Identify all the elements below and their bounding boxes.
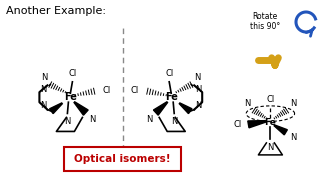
Text: Cl: Cl [130,86,139,95]
Text: N: N [89,115,95,124]
Polygon shape [179,103,192,114]
Text: N: N [195,85,201,94]
Text: N: N [194,73,201,82]
Text: Cl: Cl [165,69,173,78]
Text: Cl: Cl [68,69,76,78]
Text: N: N [290,133,296,142]
Text: N: N [64,117,71,126]
Polygon shape [74,102,88,115]
Text: N: N [171,117,177,126]
Polygon shape [154,102,168,115]
Polygon shape [50,103,62,114]
Text: N: N [40,101,47,110]
Text: N: N [290,99,296,108]
Polygon shape [274,125,287,135]
Text: N: N [40,85,47,94]
Text: Rotate
this 90°: Rotate this 90° [250,12,280,31]
FancyBboxPatch shape [64,147,181,171]
Polygon shape [248,121,266,128]
Text: Fe: Fe [64,92,77,102]
Text: N: N [41,73,47,82]
Text: Fe: Fe [264,118,276,127]
Text: N: N [267,143,274,152]
Text: Cl: Cl [102,86,110,95]
Text: Fe: Fe [165,92,178,102]
Text: Cl: Cl [233,120,241,129]
Text: Cl: Cl [266,95,275,104]
Text: N: N [147,115,153,124]
Text: Optical isomers!: Optical isomers! [74,154,171,164]
Text: N: N [195,101,201,110]
Text: Another Example:: Another Example: [6,6,106,16]
Text: N: N [244,99,251,108]
